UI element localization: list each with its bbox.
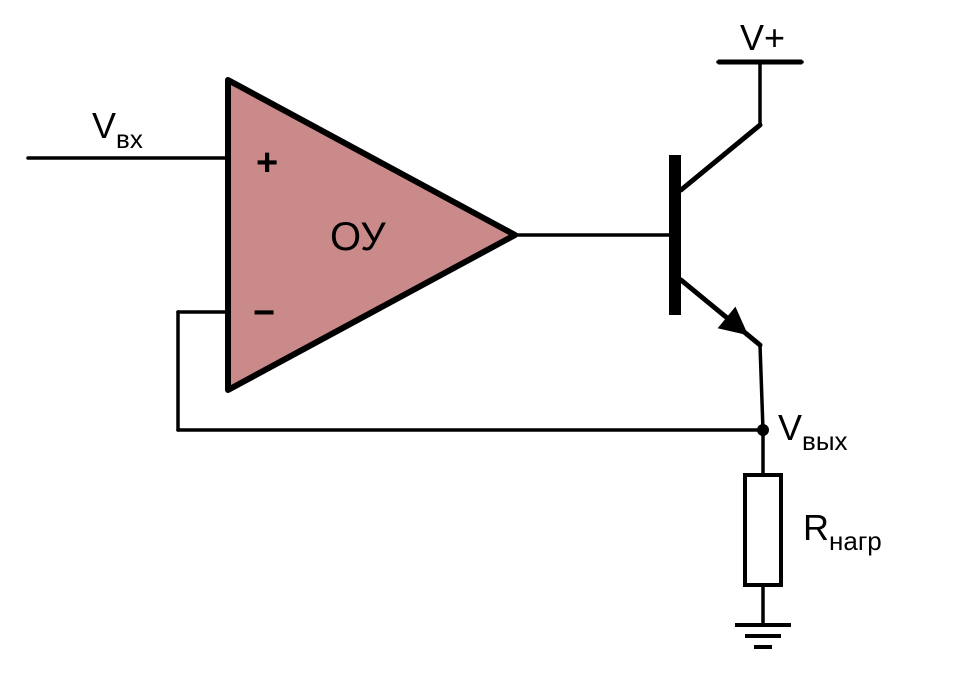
output-node [757, 424, 769, 436]
rload-label: Rнагр [803, 507, 882, 556]
vplus-label: V+ [740, 17, 785, 58]
wires [28, 62, 802, 625]
npn-transistor [675, 125, 760, 345]
opamp-plus-sign: + [256, 142, 278, 184]
circuit-diagram: ОУ + − Vвх V+ Vвых Rнагр [0, 0, 953, 694]
vout-label: Vвых [778, 407, 848, 456]
vin-label: Vвх [92, 105, 143, 154]
wire-emitter_down [760, 345, 763, 430]
load-resistor [745, 475, 781, 585]
opamp-label: ОУ [330, 215, 386, 259]
ground-symbol [735, 625, 791, 647]
opamp-minus-sign: − [253, 292, 275, 334]
